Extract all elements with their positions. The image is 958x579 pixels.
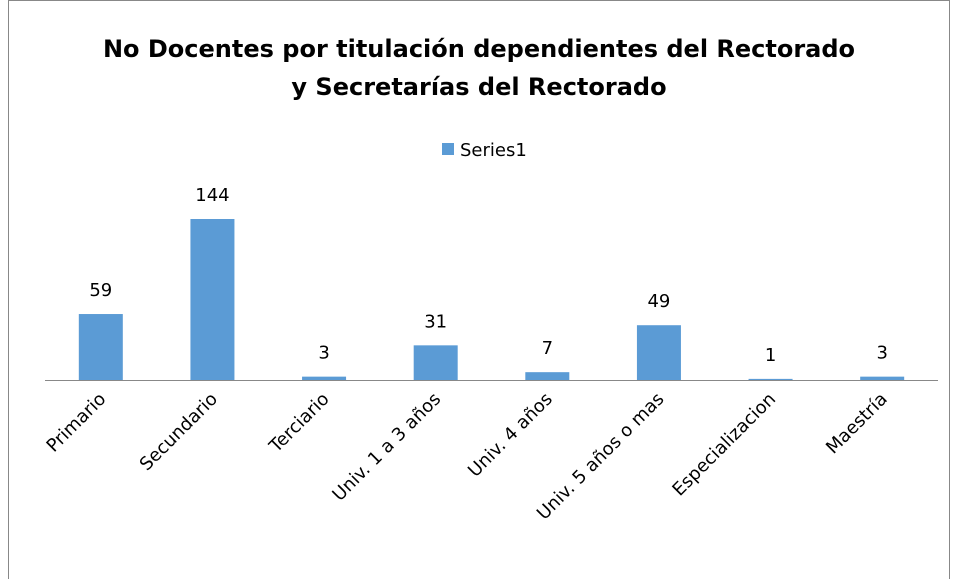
x-tick-label: Univ. 5 años o mas xyxy=(533,389,669,525)
data-label: 59 xyxy=(89,280,112,301)
chart-frame xyxy=(8,0,950,579)
bar xyxy=(302,376,347,380)
data-label: 7 xyxy=(542,338,553,359)
bar xyxy=(860,376,905,380)
chart-title: No Docentes por titulación dependientes … xyxy=(102,35,856,101)
bar xyxy=(636,325,681,380)
bar xyxy=(190,219,235,380)
bar xyxy=(748,378,793,380)
legend-swatch xyxy=(442,143,454,155)
bar xyxy=(78,314,123,380)
x-tick-label: Secundario xyxy=(136,389,222,475)
bar xyxy=(525,372,570,380)
x-tick-label: Univ. 4 años xyxy=(464,389,557,482)
x-tick-label: Univ. 1 a 3 años xyxy=(328,389,445,506)
legend-label: Series1 xyxy=(460,140,527,161)
data-label: 49 xyxy=(647,291,670,312)
bar xyxy=(413,345,458,380)
x-tick-label: Especializacion xyxy=(668,389,780,501)
x-tick-label: Primario xyxy=(43,389,111,457)
x-tick-label: Terciario xyxy=(265,389,334,458)
data-label: 3 xyxy=(318,343,329,364)
data-label: 31 xyxy=(424,311,447,332)
data-label: 3 xyxy=(876,343,887,364)
data-label: 144 xyxy=(195,185,229,206)
x-tick-label: Maestría xyxy=(822,389,892,459)
data-label: 1 xyxy=(765,345,776,366)
